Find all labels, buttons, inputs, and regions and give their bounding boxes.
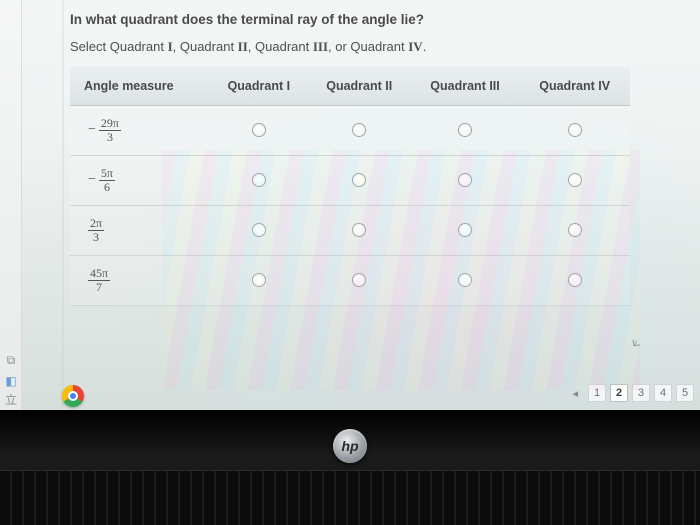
roman-2: II <box>238 39 248 54</box>
sidebar-glyph: ◧ <box>3 374 19 388</box>
col-angle-header: Angle measure <box>70 67 210 105</box>
quadrant-radio[interactable] <box>352 273 366 287</box>
quadrant-option-cell <box>210 155 308 205</box>
col-header: Quadrant II <box>308 67 411 105</box>
quadrant-option-cell <box>519 205 630 255</box>
fraction-numerator: 5π <box>99 167 115 181</box>
fraction: 45π7 <box>88 267 110 293</box>
pager-prev-button[interactable]: ◂ <box>566 385 584 402</box>
subtitle-text: Select Quadrant <box>70 39 168 54</box>
fraction: 29π3 <box>99 117 121 143</box>
table-row: −29π3 <box>70 105 630 155</box>
fraction-denominator: 6 <box>99 181 115 194</box>
question-title: In what quadrant does the terminal ray o… <box>70 12 680 27</box>
fraction-numerator: 2π <box>88 217 104 231</box>
fraction-denominator: 7 <box>88 281 110 294</box>
quadrant-radio[interactable] <box>568 223 582 237</box>
subtitle-text: . <box>423 39 427 54</box>
fraction: 5π6 <box>99 167 115 193</box>
screen-area: In what quadrant does the terminal ray o… <box>22 0 700 410</box>
fraction: 2π3 <box>88 217 104 243</box>
quadrant-radio[interactable] <box>252 173 266 187</box>
quadrant-radio[interactable] <box>568 123 582 137</box>
quadrant-option-cell <box>411 205 520 255</box>
sidebar-glyph: 立 <box>3 391 19 408</box>
quadrant-radio[interactable] <box>252 223 266 237</box>
quadrant-option-cell <box>308 155 411 205</box>
pager-page-button[interactable]: 4 <box>654 384 672 402</box>
quadrant-radio[interactable] <box>458 173 472 187</box>
fraction-denominator: 3 <box>88 231 104 244</box>
laptop-keyboard <box>0 470 700 525</box>
table-row: 2π3 <box>70 205 630 255</box>
quadrant-option-cell <box>308 255 411 305</box>
pager-page-button[interactable]: 5 <box>676 384 694 402</box>
col-header-label: Quadrant II <box>326 79 392 93</box>
subtitle-text: , or Quadrant <box>328 39 408 54</box>
cursor-icon: ⟀ <box>630 332 641 350</box>
col-header: Quadrant I <box>210 67 308 105</box>
negative-sign: − <box>88 172 96 188</box>
quadrant-option-cell <box>411 255 520 305</box>
pager-page-button[interactable]: 3 <box>632 384 650 402</box>
question-subtitle: Select Quadrant I, Quadrant II, Quadrant… <box>70 39 680 55</box>
quadrant-radio[interactable] <box>352 173 366 187</box>
quadrant-option-cell <box>411 105 520 155</box>
quadrant-radio[interactable] <box>568 273 582 287</box>
quadrant-option-cell <box>210 105 308 155</box>
sidebar-glyph: ⧉ <box>3 353 19 368</box>
pager-page-button[interactable]: 2 <box>610 384 628 402</box>
roman-4: IV <box>408 39 422 54</box>
negative-sign: − <box>88 122 96 138</box>
table-row: −5π6 <box>70 155 630 205</box>
col-header-label: Quadrant I <box>228 79 291 93</box>
browser-left-strip: ⧉ ◧ 立 <box>0 0 22 410</box>
col-header-label: Quadrant III <box>430 79 499 93</box>
angle-measure-cell: 45π7 <box>70 255 210 305</box>
quadrant-option-cell <box>210 205 308 255</box>
quadrant-option-cell <box>210 255 308 305</box>
table-body: −29π3−5π62π345π7 <box>70 105 630 305</box>
quadrant-radio[interactable] <box>458 223 472 237</box>
photo-frame: ⧉ ◧ 立 In what quadrant does the terminal… <box>0 0 700 525</box>
quadrant-option-cell <box>519 255 630 305</box>
quadrant-option-cell <box>519 105 630 155</box>
pager: ◂ 12345 <box>566 384 694 402</box>
quadrant-radio[interactable] <box>352 223 366 237</box>
quadrant-radio[interactable] <box>458 123 472 137</box>
roman-3: III <box>313 39 328 54</box>
fraction-denominator: 3 <box>99 131 121 144</box>
quadrant-option-cell <box>411 155 520 205</box>
quadrant-option-cell <box>308 105 411 155</box>
table-header-row: Angle measure Quadrant I Quadrant II Qua… <box>70 67 630 105</box>
quadrant-option-cell <box>519 155 630 205</box>
angle-measure-cell: −5π6 <box>70 155 210 205</box>
quadrant-radio[interactable] <box>568 173 582 187</box>
laptop-bezel: hp <box>0 410 700 525</box>
quadrant-radio[interactable] <box>458 273 472 287</box>
angle-measure-cell: −29π3 <box>70 105 210 155</box>
angle-measure-cell: 2π3 <box>70 205 210 255</box>
subtitle-text: , Quadrant <box>173 39 238 54</box>
col-header: Quadrant IV <box>519 67 630 105</box>
fraction-numerator: 29π <box>99 117 121 131</box>
quadrant-table: Angle measure Quadrant I Quadrant II Qua… <box>70 67 630 306</box>
quadrant-radio[interactable] <box>352 123 366 137</box>
col-header-label: Quadrant IV <box>539 79 610 93</box>
quadrant-option-cell <box>308 205 411 255</box>
quadrant-radio[interactable] <box>252 273 266 287</box>
subtitle-text: , Quadrant <box>248 39 313 54</box>
fraction-numerator: 45π <box>88 267 110 281</box>
quadrant-radio[interactable] <box>252 123 266 137</box>
pager-page-button[interactable]: 1 <box>588 384 606 402</box>
table-row: 45π7 <box>70 255 630 305</box>
hp-logo: hp <box>333 429 367 463</box>
page-margin-line <box>62 0 64 410</box>
col-header: Quadrant III <box>411 67 520 105</box>
question-content: In what quadrant does the terminal ray o… <box>70 12 680 306</box>
chrome-icon[interactable] <box>62 385 84 407</box>
